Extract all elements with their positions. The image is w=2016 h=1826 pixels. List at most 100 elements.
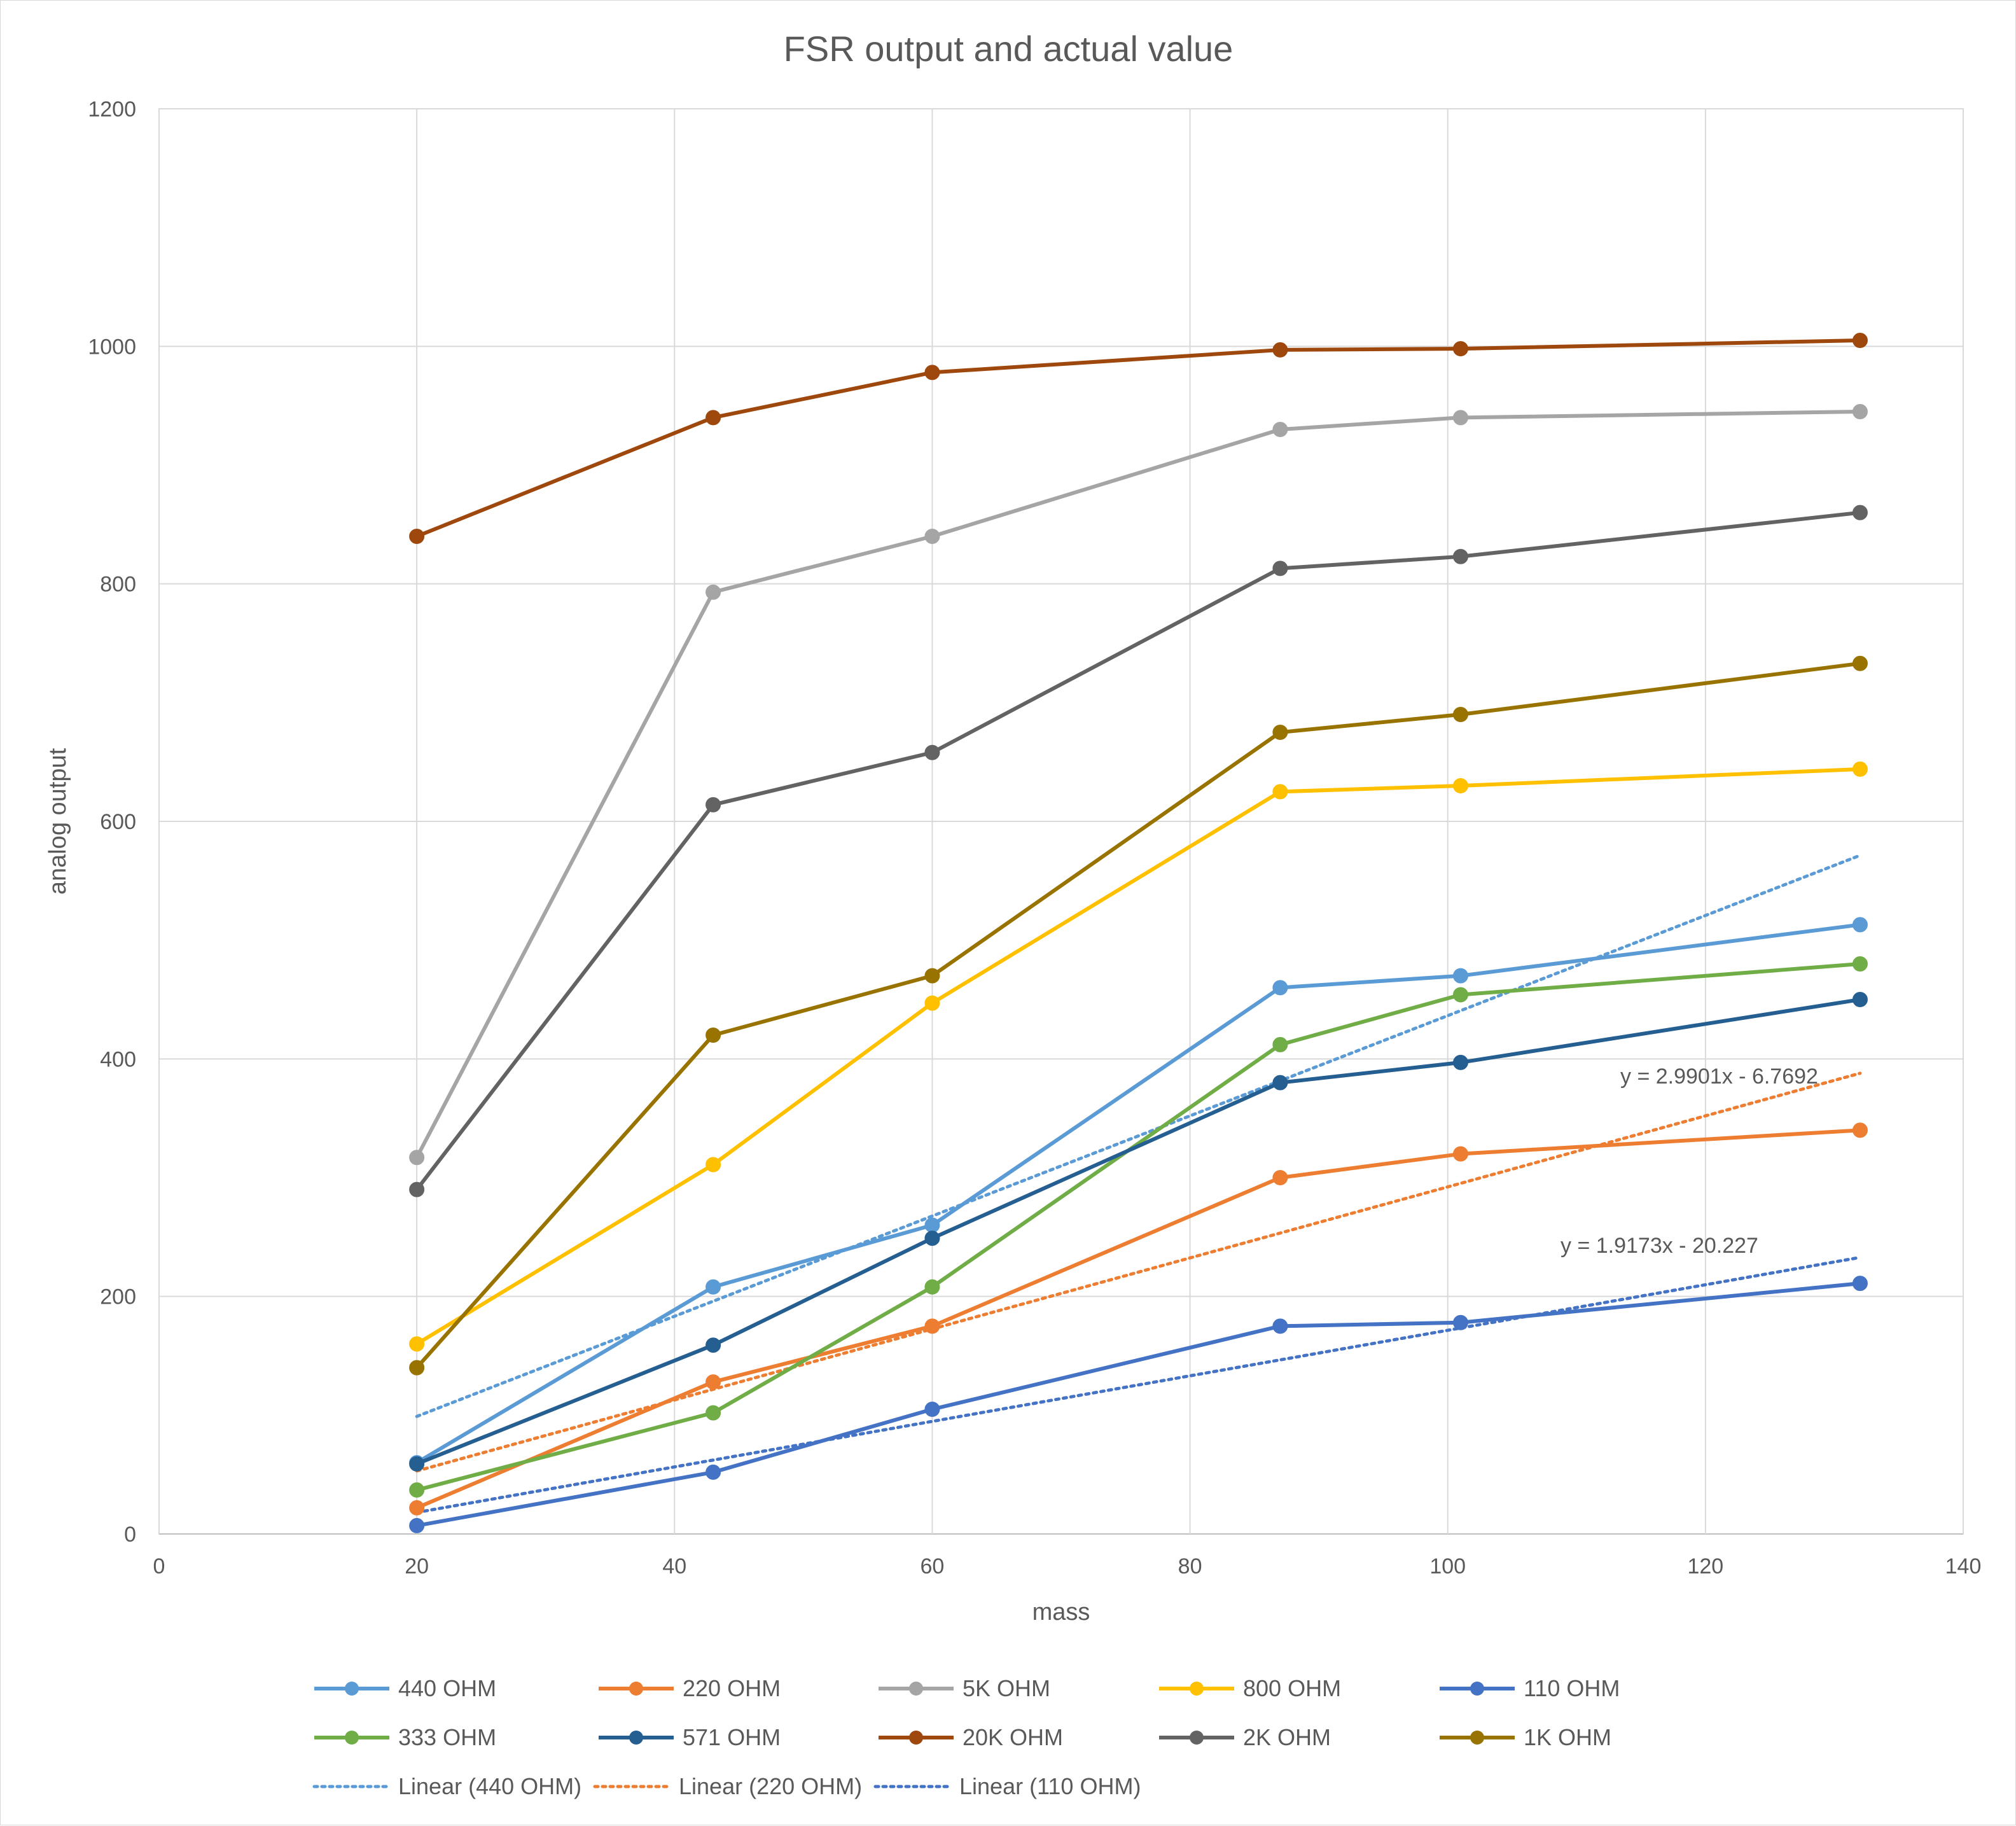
legend-marker [1190, 1682, 1204, 1696]
legend-item-333-ohm: 333 OHM [314, 1724, 496, 1750]
legend-label: 333 OHM [398, 1724, 496, 1750]
data-point [924, 1402, 940, 1417]
series-1k-ohm [409, 655, 1868, 1376]
trendline-linear-220-ohm [415, 1071, 1862, 1473]
x-tick-label: 40 [662, 1554, 686, 1579]
data-point [706, 584, 721, 600]
data-point [409, 1482, 425, 1498]
legend-item-20k-ohm: 20K OHM [879, 1724, 1063, 1750]
data-point [1452, 410, 1468, 426]
data-point [924, 995, 940, 1011]
trendline-equation: y = 2.9901x - 6.7692 [1620, 1064, 1818, 1089]
data-point [706, 1028, 721, 1043]
data-point [409, 1517, 425, 1533]
series-2k-ohm [409, 505, 1868, 1197]
data-point [706, 1337, 721, 1353]
data-point [1452, 1314, 1468, 1330]
data-point [1852, 917, 1868, 933]
data-point [1852, 1122, 1868, 1138]
legend-marker [1190, 1731, 1204, 1745]
series-333-ohm [409, 956, 1868, 1498]
series-line [415, 923, 1861, 1465]
y-tick-label: 1200 [88, 97, 136, 122]
series-800-ohm [409, 761, 1868, 1352]
data-point [1272, 1036, 1288, 1052]
data-point [706, 410, 721, 426]
data-point [1452, 707, 1468, 722]
series-5k-ohm [409, 404, 1868, 1166]
data-point [924, 365, 940, 380]
legend-item-linear-440-ohm: Linear (440 OHM) [312, 1773, 581, 1799]
data-point [1452, 341, 1468, 357]
tick-layer: 0 200 400 600 800 1000 1200 0 20 40 60 80 100 120 140 [88, 97, 1981, 1579]
data-point [1272, 725, 1288, 740]
trendline-layer [415, 853, 1862, 1514]
legend-marker [1470, 1731, 1484, 1745]
trendline-linear-110-ohm [415, 1255, 1862, 1514]
grid-layer [158, 108, 1964, 1535]
data-point [1452, 987, 1468, 1003]
series-line [415, 510, 1861, 1191]
x-tick-label: 100 [1429, 1554, 1466, 1579]
data-point [1272, 342, 1288, 358]
y-tick-label: 1000 [88, 335, 136, 359]
data-point [706, 1374, 721, 1390]
legend-label: 110 OHM [1524, 1675, 1620, 1701]
data-point [409, 1360, 425, 1376]
series-line [416, 338, 1861, 538]
legend-item-linear-110-ohm: Linear (110 OHM) [873, 1773, 1141, 1799]
data-point [1272, 784, 1288, 800]
legend-item-220-ohm: 220 OHM [599, 1675, 781, 1701]
legend-label: 571 OHM [683, 1724, 781, 1750]
series-layer [409, 333, 1868, 1533]
legend-label: 20K OHM [963, 1724, 1063, 1750]
legend-marker [909, 1731, 923, 1745]
legend-item-571-ohm: 571 OHM [599, 1724, 781, 1750]
series-571-ohm [409, 992, 1868, 1472]
legend: 440 OHM 220 OHM 5K OHM 800 OHM 110 OHM 333 OH… [312, 1675, 1620, 1799]
legend-label: Linear (440 OHM) [398, 1773, 581, 1799]
data-point [1272, 422, 1288, 437]
legend-marker [629, 1731, 643, 1745]
data-point [1452, 1146, 1468, 1162]
data-point [924, 1279, 940, 1295]
x-tick-label: 120 [1687, 1554, 1723, 1579]
legend-marker [345, 1682, 359, 1696]
legend-label: 5K OHM [963, 1675, 1050, 1701]
y-tick-label: 0 [124, 1523, 136, 1547]
legend-label: 440 OHM [398, 1675, 496, 1701]
x-tick-label: 140 [1945, 1554, 1982, 1579]
data-point [706, 1405, 721, 1421]
series-line [416, 1281, 1861, 1528]
data-point [1452, 968, 1468, 984]
legend-item-linear-220-ohm: Linear (220 OHM) [593, 1773, 862, 1799]
data-point [924, 1230, 940, 1246]
trendline-equation: y = 1.9173x - 20.227 [1561, 1234, 1758, 1258]
data-point [1852, 1276, 1868, 1292]
data-point [1272, 1075, 1288, 1091]
trendline-linear-440-ohm [415, 853, 1862, 1418]
y-axis-title: analog output [45, 748, 71, 895]
legend-item-800-ohm: 800 OHM [1159, 1675, 1341, 1701]
legend-marker [1470, 1682, 1484, 1696]
data-point [924, 968, 940, 984]
legend-label: 800 OHM [1243, 1675, 1341, 1701]
data-point [1852, 333, 1868, 348]
x-tick-label: 60 [921, 1554, 945, 1579]
series-line [415, 1128, 1861, 1510]
data-point [924, 1217, 940, 1233]
data-point [1852, 761, 1868, 777]
x-tick-label: 20 [405, 1554, 429, 1579]
legend-marker [909, 1682, 923, 1696]
data-point [706, 797, 721, 812]
legend-item-1k-ohm: 1K OHM [1440, 1724, 1611, 1750]
legend-label: Linear (110 OHM) [959, 1773, 1141, 1799]
series-line [415, 410, 1860, 1159]
data-point [1272, 980, 1288, 996]
data-point [924, 744, 940, 760]
data-point [409, 529, 425, 544]
legend-item-5k-ohm: 5K OHM [879, 1675, 1050, 1701]
data-point [409, 1181, 425, 1197]
data-point [1272, 1170, 1288, 1185]
